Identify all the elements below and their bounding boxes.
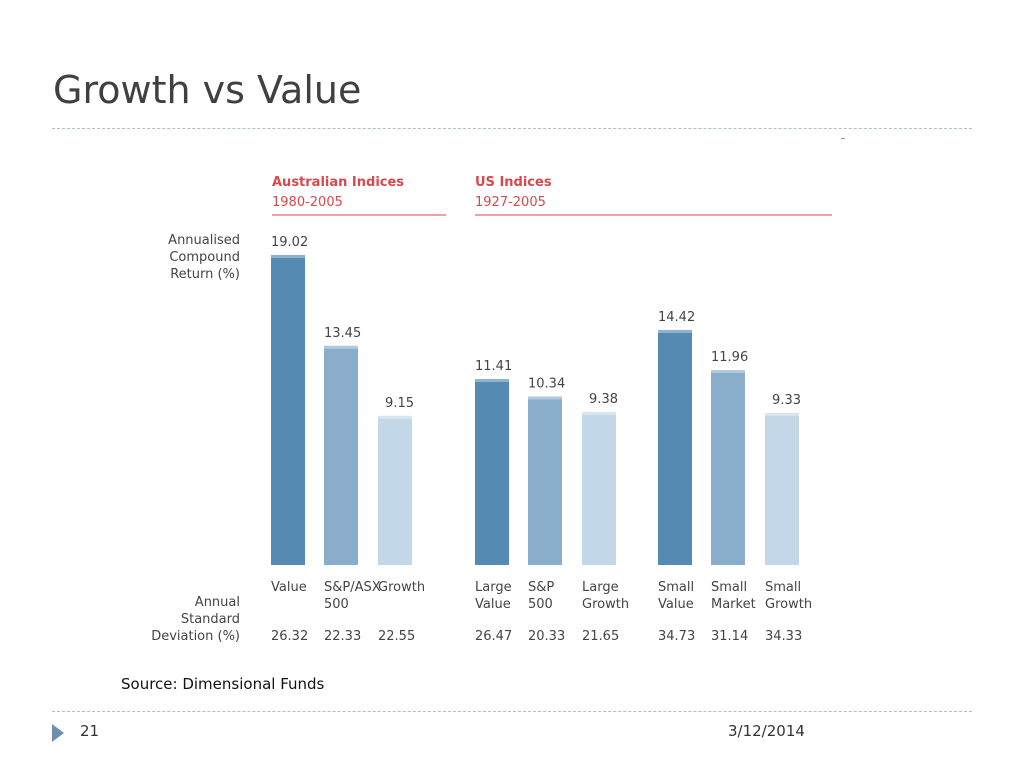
category-label-5-0: Large [582,580,619,595]
sd-value-2: 22.55 [378,629,415,644]
category-label-3-0: Large [475,580,512,595]
category-label-8-1: Growth [765,597,812,612]
sd-value-6: 34.73 [658,629,695,644]
value-label-4: 10.34 [528,376,565,391]
value-label-7: 11.96 [711,350,748,365]
category-label-2-0: Growth [378,580,425,595]
category-label-7-1: Market [711,597,756,612]
bar-highlight-6 [658,329,692,333]
sd-axis-label-line-0: Annual [195,595,240,610]
value-label-3: 11.41 [475,359,512,374]
sd-value-0: 26.32 [271,629,308,644]
sd-values: 26.32 22.33 22.55 26.47 20.33 21.65 34.73 31.14… [271,629,802,644]
bar-highlight-4 [528,396,562,400]
sd-value-1: 22.33 [324,629,361,644]
footer-date: 3/12/2014 [728,722,805,740]
category-label-1-1: 500 [324,597,349,612]
y-axis-label: Annualised Compound Return (%) [168,233,240,282]
group-title-0: Australian Indices [272,175,404,190]
group-period-0: 1980-2005 [272,195,343,210]
value-label-6: 14.42 [658,310,695,325]
bar-highlight-1 [324,345,358,349]
category-label-8-0: Small [765,580,801,595]
sd-value-5: 21.65 [582,629,619,644]
decorative-mark [841,138,845,139]
bar-highlight-8 [765,412,799,416]
footer-arrow-icon [52,724,64,742]
bar-3 [475,379,509,565]
sd-axis-label-line-2: Deviation (%) [151,629,240,644]
bar-8 [765,412,799,565]
bar-highlight-3 [475,379,509,383]
value-label-0: 19.02 [271,235,308,250]
y-axis-label-line-2: Return (%) [170,267,240,282]
bar-1 [324,345,358,565]
sd-value-8: 34.33 [765,629,802,644]
bar-5 [582,412,616,565]
bar-chart: Australian Indices 1980-2005 US Indices 192… [151,175,832,644]
y-axis-label-line-1: Compound [169,250,240,265]
bar-0 [271,254,305,565]
category-label-6-1: Value [658,597,694,612]
bars [271,254,799,565]
category-label-1-0: S&P/ASX [324,580,381,595]
sd-value-4: 20.33 [528,629,565,644]
category-label-7-0: Small [711,580,747,595]
footer-divider [52,711,972,712]
value-label-1: 13.45 [324,326,361,341]
category-label-4-1: 500 [528,597,553,612]
page-number: 21 [80,722,100,740]
value-labels: 19.02 13.45 9.15 11.41 10.34 9.38 14.42 11.96 9.… [271,235,801,411]
value-label-2: 9.15 [385,396,414,411]
value-label-5: 9.38 [589,392,618,407]
bar-highlight-5 [582,412,616,416]
value-label-8: 9.33 [772,393,801,408]
category-label-4-0: S&P [528,580,554,595]
bar-4 [528,396,562,565]
category-label-6-0: Small [658,580,694,595]
bar-2 [378,415,412,565]
y-axis-label-line-0: Annualised [168,233,240,248]
source-note: Source: Dimensional Funds [121,675,325,693]
category-label-0-0: Value [271,580,307,595]
sd-axis-label: Annual Standard Deviation (%) [151,595,240,644]
group-title-1: US Indices [475,175,552,190]
category-label-3-1: Value [475,597,511,612]
sd-value-7: 31.14 [711,629,748,644]
sd-axis-label-line-1: Standard [181,612,240,627]
sd-value-3: 26.47 [475,629,512,644]
group-period-1: 1927-2005 [475,195,546,210]
bar-highlight-7 [711,370,745,374]
bar-highlight-2 [378,415,412,419]
bar-7 [711,370,745,565]
bar-6 [658,329,692,565]
category-label-5-1: Growth [582,597,629,612]
title-divider [52,128,972,129]
category-labels: Value S&P/ASX 500 Growth Large Value S&P 500 Lar… [271,580,812,612]
group-headers: Australian Indices 1980-2005 US Indices 192… [272,175,832,216]
bar-highlight-0 [271,254,305,258]
slide-title: Growth vs Value [53,68,362,112]
